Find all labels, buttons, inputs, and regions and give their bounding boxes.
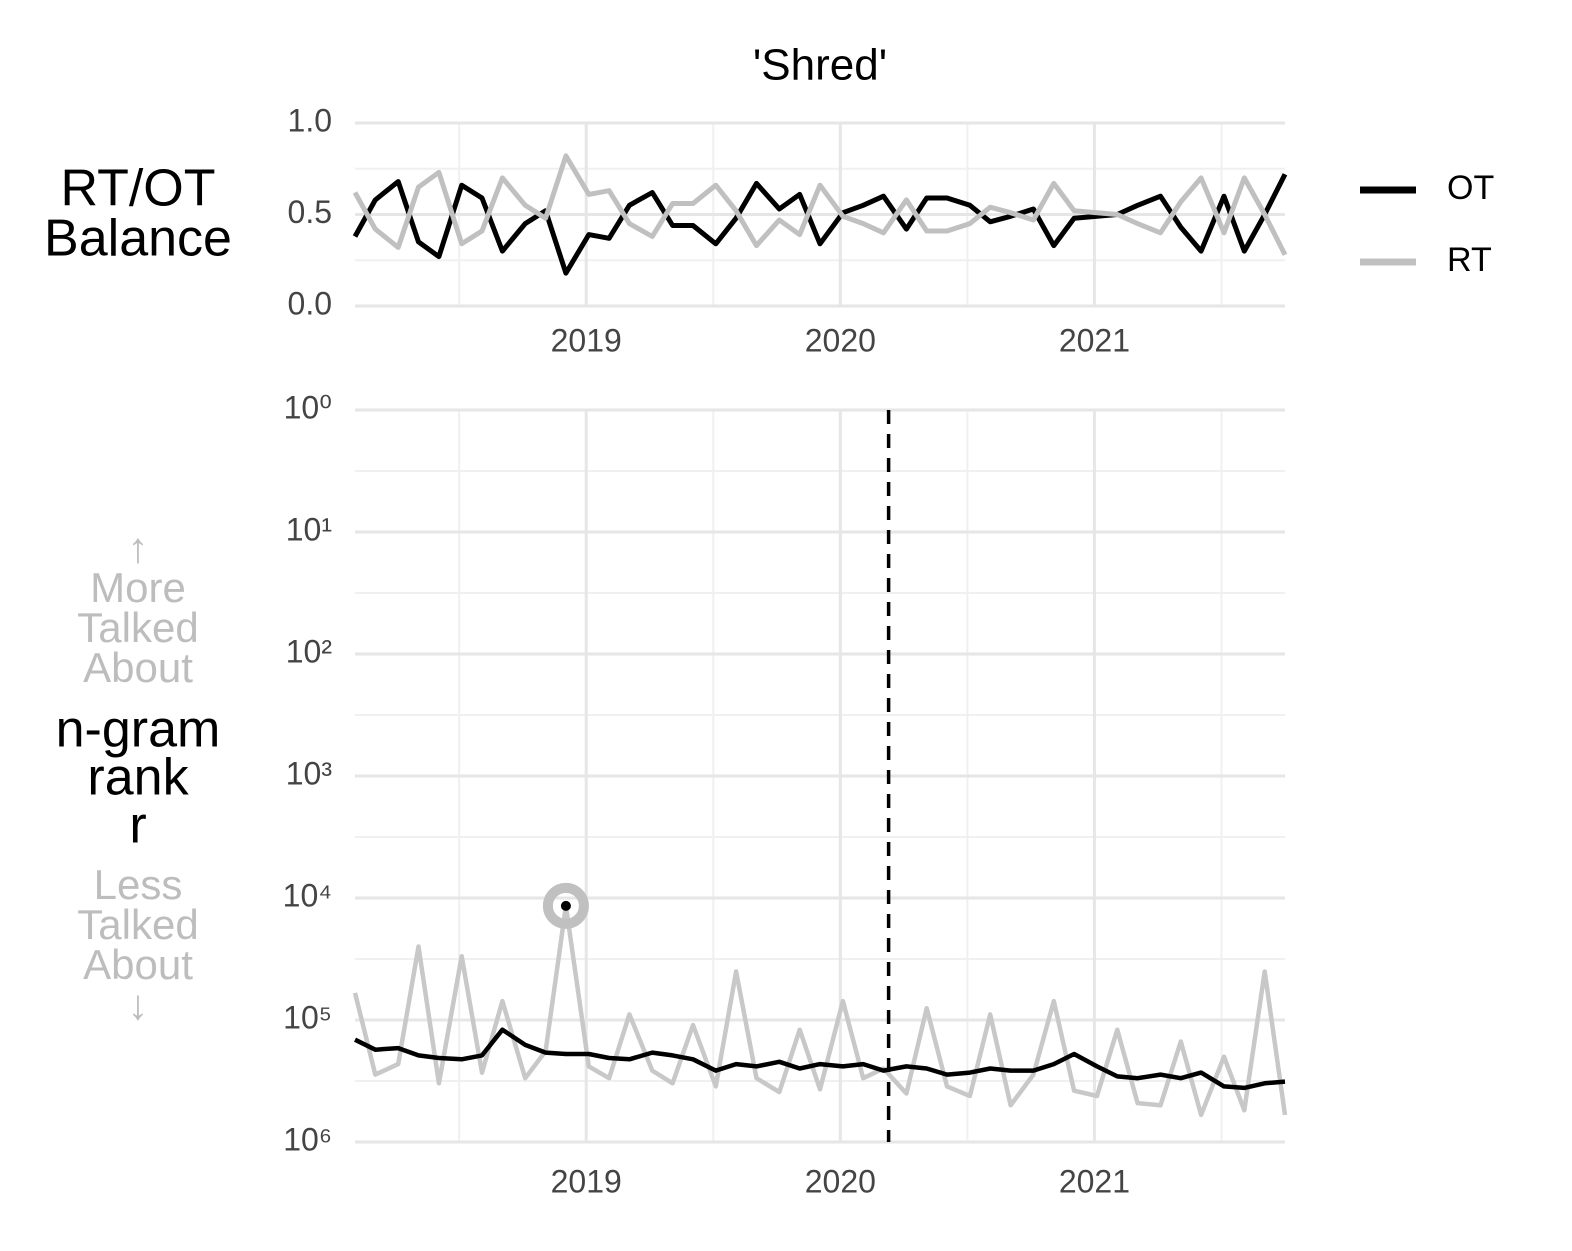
y-axis-hint: About	[83, 941, 193, 988]
y-tick-label: 10²	[286, 633, 333, 669]
y-tick-label: 1.0	[288, 102, 332, 138]
x-tick-label: 2021	[1059, 322, 1130, 358]
y-axis-hint: Talked	[77, 901, 198, 948]
y-axis-label: rank	[87, 749, 189, 807]
y-tick-label: 10⁶	[283, 1121, 332, 1157]
y-axis-hint: More	[90, 564, 186, 611]
y-tick-label: 10¹	[286, 511, 332, 547]
y-tick-label: 10⁵	[283, 999, 332, 1035]
y-axis-label: n-gram	[56, 701, 221, 759]
x-tick-label: 2020	[805, 322, 876, 358]
y-tick-label: 0.5	[288, 194, 332, 230]
series-line	[352, 173, 1288, 276]
y-axis-hint: ↑	[128, 524, 149, 571]
peak-ring	[542, 882, 589, 929]
series-line	[352, 903, 1288, 1118]
y-tick-label: 10⁴	[283, 877, 332, 913]
y-tick-label: 10⁰	[284, 389, 332, 425]
y-axis-hint: Less	[94, 861, 183, 908]
legend-label: RT	[1447, 241, 1492, 279]
y-axis-label: Balance	[44, 210, 232, 268]
y-axis-label: r	[129, 797, 146, 855]
y-axis-hint: About	[83, 644, 193, 691]
y-axis-hint: Talked	[77, 604, 198, 651]
peak-dot	[560, 900, 571, 911]
series-line	[354, 1027, 1286, 1091]
x-tick-label: 2020	[805, 1163, 876, 1199]
chart-title: 'Shred'	[753, 41, 887, 90]
y-tick-label: 0.0	[288, 285, 332, 321]
y-tick-label: 10³	[286, 755, 333, 791]
x-tick-label: 2019	[551, 1163, 622, 1199]
y-axis-hint: ↓	[128, 981, 149, 1028]
series-line	[352, 153, 1288, 256]
y-axis-label: RT/OT	[60, 160, 215, 218]
x-tick-label: 2019	[551, 322, 622, 358]
legend-label: OT	[1447, 169, 1494, 207]
x-tick-label: 2021	[1059, 1163, 1130, 1199]
